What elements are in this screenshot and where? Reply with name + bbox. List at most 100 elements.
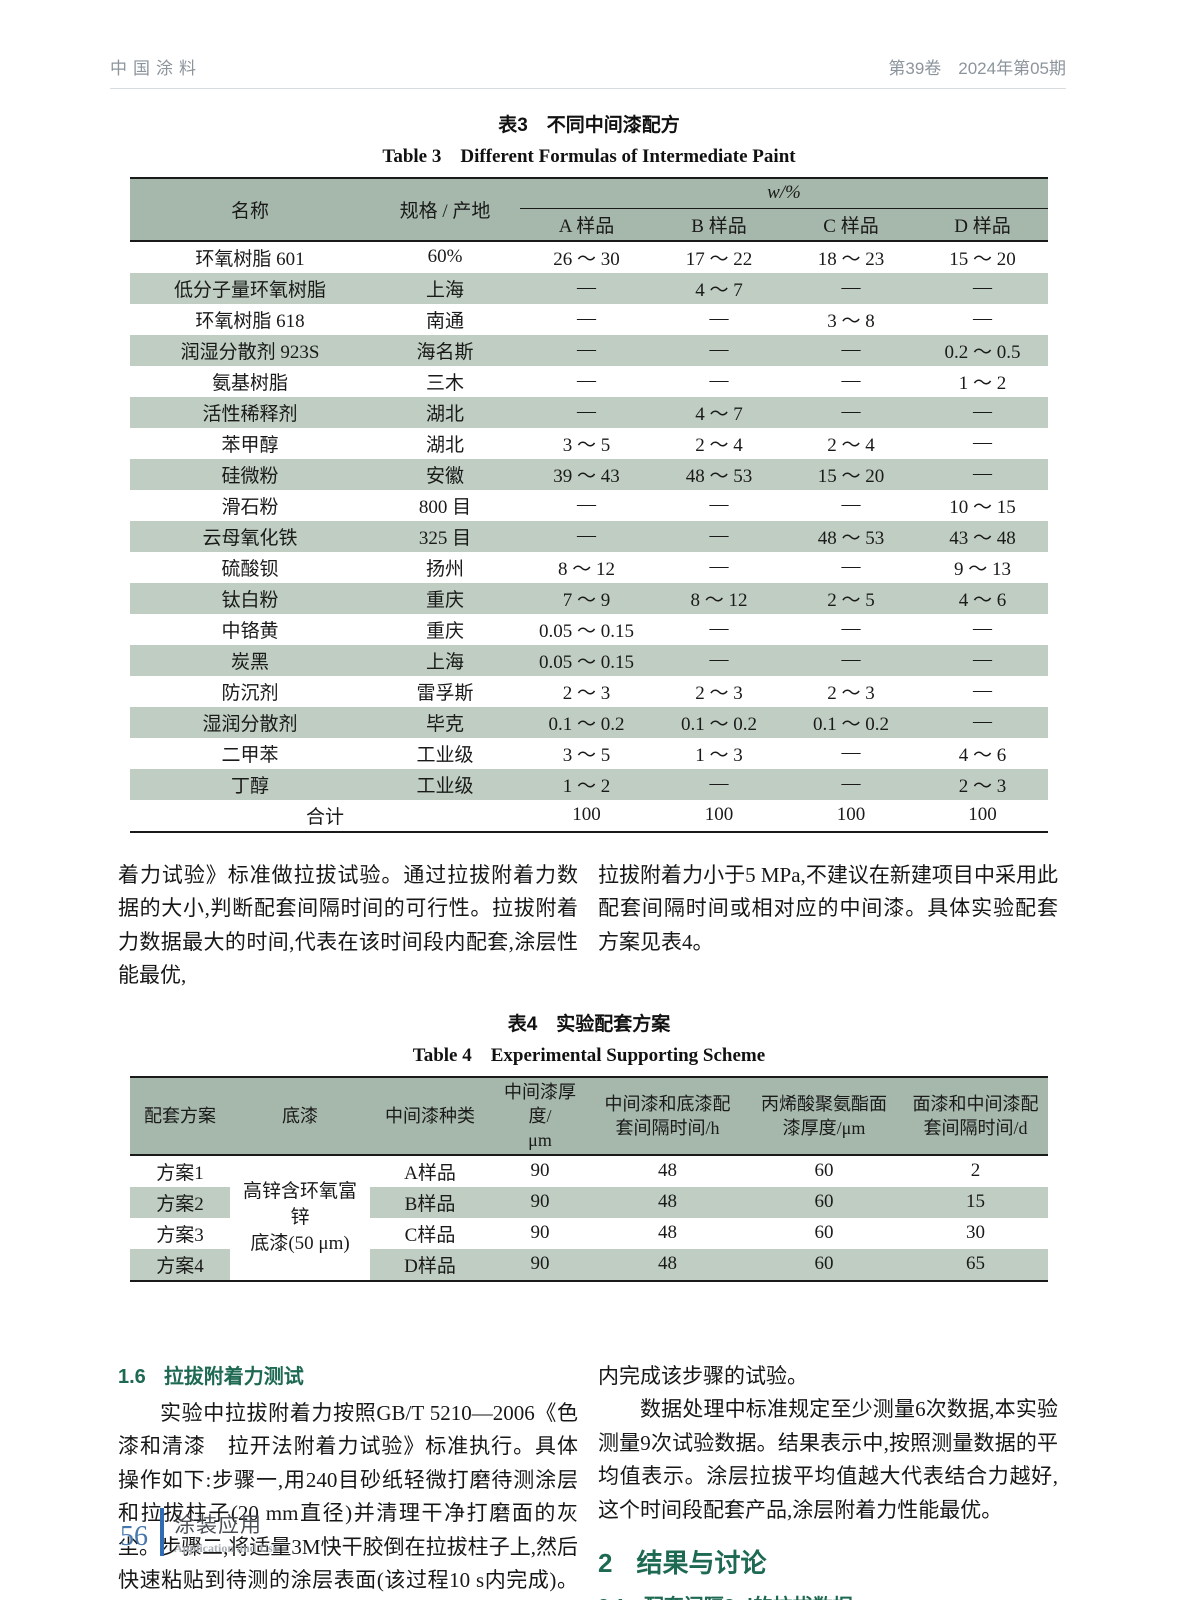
value-c: 18 ～ 23 xyxy=(817,248,885,270)
table-row: 钛白粉 重庆 7 ～ 9 8 ～ 12 2 ～ 5 4 ～ 6 xyxy=(130,582,1048,614)
value-b: — xyxy=(653,334,785,366)
ingredient-spec: 上海 xyxy=(370,644,520,676)
table-row: 低分子量环氧树脂 上海 — 4 ～ 7 — — xyxy=(130,272,1048,304)
value-a: — xyxy=(577,308,596,329)
paragraph: 数据处理中标准规定至少测量6次数据,本实验测量9次试验数据。结果表示中,按照测量… xyxy=(598,1397,1058,1522)
footer-divider-bar xyxy=(160,1508,164,1556)
table-row: 环氧树脂 601 60% 26 ～ 30 17 ～ 22 18 ～ 23 15 … xyxy=(130,241,1048,273)
value-a: 3 ～ 5 xyxy=(562,434,611,456)
value-b: 2 ～ 4 xyxy=(695,434,743,456)
value-c: — xyxy=(785,768,917,800)
running-head: 中国涂料 第39卷 2024年第05期 xyxy=(110,54,1066,89)
value-b: 0.1 ～ 0.2 xyxy=(653,706,785,738)
value-c: — xyxy=(841,618,861,639)
table-row: 环氧树脂 618 南通 — — 3 ～ 8 — xyxy=(130,304,1048,335)
value-b: 2 ～ 3 xyxy=(695,682,743,704)
table-row: 炭黑 上海 0.05 ～ 0.15 — — — xyxy=(130,644,1048,676)
value-c: — xyxy=(841,370,861,391)
value-b: — xyxy=(653,644,785,676)
section-number: 1.6 xyxy=(118,1365,146,1388)
paragraph: 着力试验》标准做拉拔试验。通过拉拔附着力数据的大小,判断配套间隔时间的可行性。拉… xyxy=(118,862,578,988)
value-b: 1 ～ 3 xyxy=(695,744,743,766)
value-d: — xyxy=(917,706,1048,738)
table-row: 云母氧化铁 325 目 — — 48 ～ 53 43 ～ 48 xyxy=(130,520,1048,552)
value-b: — xyxy=(653,768,785,800)
ingredient-spec: 毕克 xyxy=(370,706,520,738)
value-c: 48 ～ 53 xyxy=(785,520,917,552)
ingredient-spec: 湖北 xyxy=(425,434,464,456)
issue-info: 第39卷 2024年第05期 xyxy=(888,59,1066,78)
ingredient-name: 活性稀释剂 xyxy=(130,396,370,428)
col-header-sample-a: A 样品 xyxy=(520,208,653,241)
ingredient-name: 润湿分散剂 923S xyxy=(130,334,370,366)
ingredient-name: 防沉剂 xyxy=(221,682,279,704)
value-b: — xyxy=(653,520,785,552)
primer-cell: 高锌含环氧富锌 底漆(50 μm) xyxy=(230,1154,370,1281)
ingredient-spec: 南通 xyxy=(425,310,464,332)
value-d: — xyxy=(917,458,1048,490)
value-d: — xyxy=(917,396,1048,428)
interval-d: 30 xyxy=(966,1222,985,1243)
ingredient-name: 低分子量环氧树脂 xyxy=(130,272,370,304)
section-number: 2.1 xyxy=(598,1596,626,1600)
ingredient-spec: 800 目 xyxy=(418,496,472,518)
value-b: 4 ～ 7 xyxy=(653,396,785,428)
table-row: 苯甲醇 湖北 3 ～ 5 2 ～ 4 2 ～ 4 — xyxy=(130,428,1048,459)
col-header-interval-h: 中间漆和底漆配 套间隔时间/h xyxy=(590,1076,745,1155)
value-b: 48 ～ 53 xyxy=(653,458,785,490)
ingredient-spec: 海名斯 xyxy=(370,334,520,366)
value-a: 39 ～ 43 xyxy=(520,458,653,490)
page-footer: 56 涂装应用 Application and Use xyxy=(120,1508,278,1556)
table3-formulas: 名称 规格 / 产地 w/% A 样品 B 样品 C 样品 D 样品 环氧树脂 … xyxy=(130,177,1048,833)
ingredient-spec: 湖北 xyxy=(370,396,520,428)
col-header-name: 名称 xyxy=(130,178,370,241)
value-d: — xyxy=(973,618,992,639)
value-c: 15 ～ 20 xyxy=(785,458,917,490)
section-columns: 1.6 拉拔附着力测试 实验中拉拔附着力按照GB/T 5210—2006《色漆和清… xyxy=(118,1360,1063,1600)
ingredient-spec: 雷孚斯 xyxy=(416,682,474,704)
col-header-primer: 底漆 xyxy=(230,1076,370,1155)
col-header-sample-b: B 样品 xyxy=(653,208,785,241)
table-row: 湿润分散剂 毕克 0.1 ～ 0.2 0.1 ～ 0.2 0.1 ～ 0.2 — xyxy=(130,706,1048,738)
table4-scheme: 配套方案 底漆 中间漆种类 中间漆厚度/ μm 中间漆和底漆配 套间隔时间/h … xyxy=(130,1075,1048,1282)
total-label: 合计 xyxy=(305,806,344,828)
ingredient-name: 云母氧化铁 xyxy=(130,520,370,552)
value-c: — xyxy=(841,494,861,515)
table-row: 滑石粉 800 目 — — — 10 ～ 15 xyxy=(130,490,1048,521)
col-header-sample-c: C 样品 xyxy=(785,208,917,241)
ingredient-name: 中铬黄 xyxy=(221,620,279,642)
scheme-label: 方案1 xyxy=(156,1162,204,1184)
value-b: 4 ～ 7 xyxy=(653,272,785,304)
value-d: 1 ～ 2 xyxy=(958,372,1007,394)
table-row: 丁醇 工业级 1 ～ 2 — — 2 ～ 3 xyxy=(130,768,1048,800)
value-d: 9 ～ 13 xyxy=(953,558,1011,580)
table4-title-en: Table 4 Experimental Supporting Scheme xyxy=(412,1044,766,1066)
ingredient-spec: 三木 xyxy=(425,372,464,394)
table-row: 润湿分散剂 923S 海名斯 — — — 0.2 ～ 0.5 xyxy=(130,334,1048,366)
ingredient-spec: 工业级 xyxy=(370,768,520,800)
col-header-spec: 规格 / 产地 xyxy=(370,178,520,241)
value-a: 8 ～ 12 xyxy=(557,558,615,580)
value-a: 1 ～ 2 xyxy=(520,768,653,800)
value-c: 2 ～ 4 xyxy=(827,434,875,456)
total-b: 100 xyxy=(704,804,734,825)
ingredient-spec: 上海 xyxy=(370,272,520,304)
table4-title-cn: 表4 实验配套方案 xyxy=(507,1013,671,1035)
interval-h: 48 xyxy=(590,1186,745,1218)
mid-type: C样品 xyxy=(404,1224,456,1246)
value-a: — xyxy=(520,272,653,304)
total-c: 100 xyxy=(836,804,866,825)
value-c: 0.1 ～ 0.2 xyxy=(785,706,917,738)
section-2-1-heading: 2.1 配套间隔2 d的拉拔数据 xyxy=(598,1590,1058,1600)
paragraph: 拉拔附着力小于5 MPa,不建议在新建项目中采用此配套间隔时间或相对应的中间漆。… xyxy=(598,862,1058,954)
value-c: — xyxy=(785,396,917,428)
value-a: 26 ～ 30 xyxy=(553,248,620,270)
value-c: — xyxy=(841,556,861,577)
ingredient-name: 环氧树脂 618 xyxy=(195,310,305,332)
value-b: — xyxy=(709,618,729,639)
table-row: 方案4 D样品 90 48 60 65 xyxy=(130,1248,1048,1281)
ingredient-spec: 安徽 xyxy=(370,458,520,490)
ingredient-name: 硅微粉 xyxy=(130,458,370,490)
col-header-sample-d: D 样品 xyxy=(917,208,1048,241)
